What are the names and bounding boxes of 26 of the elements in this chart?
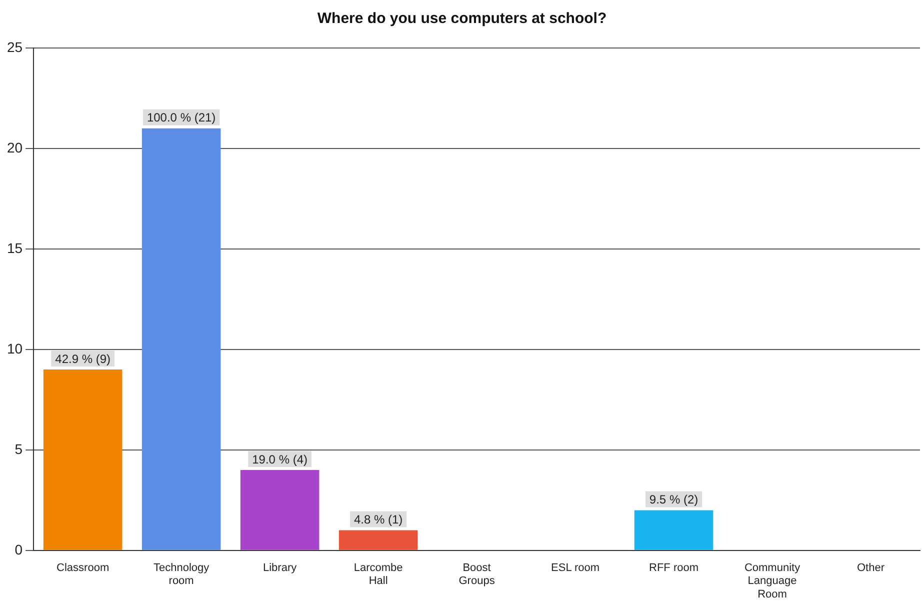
x-tick-label: Community Language Room <box>744 562 801 600</box>
data-label: 100.0 % (21) <box>146 110 216 125</box>
y-tick-label: 10 <box>6 340 23 356</box>
bar <box>43 370 122 550</box>
x-tick-label: Technology room <box>153 562 210 588</box>
x-tick-label: Boost Groups <box>458 562 496 588</box>
x-tick-label: Larcombe Hall <box>354 562 403 588</box>
data-label: 4.8 % (1) <box>354 512 403 527</box>
y-tick-label: 0 <box>14 541 23 558</box>
chart-title: Where do you use computers at school? <box>317 10 607 28</box>
x-tick-label: Library <box>262 562 298 574</box>
y-tick-label: 25 <box>6 38 23 55</box>
bar <box>338 530 418 550</box>
x-tick-label: ESL room <box>551 562 600 574</box>
x-tick-label: RFF room <box>649 562 699 574</box>
bar <box>142 128 221 550</box>
data-label: 42.9 % (9) <box>55 352 110 366</box>
bar <box>634 510 714 550</box>
x-tick-label: Other <box>856 562 885 574</box>
y-tick-label: 15 <box>6 240 23 256</box>
x-tick-label: Classroom <box>56 562 110 574</box>
data-label: 19.0 % (4) <box>252 452 308 466</box>
y-tick-label: 5 <box>14 440 23 457</box>
bar <box>240 470 320 550</box>
y-tick-label: 20 <box>6 139 23 156</box>
data-label: 9.5 % (2) <box>649 492 698 507</box>
